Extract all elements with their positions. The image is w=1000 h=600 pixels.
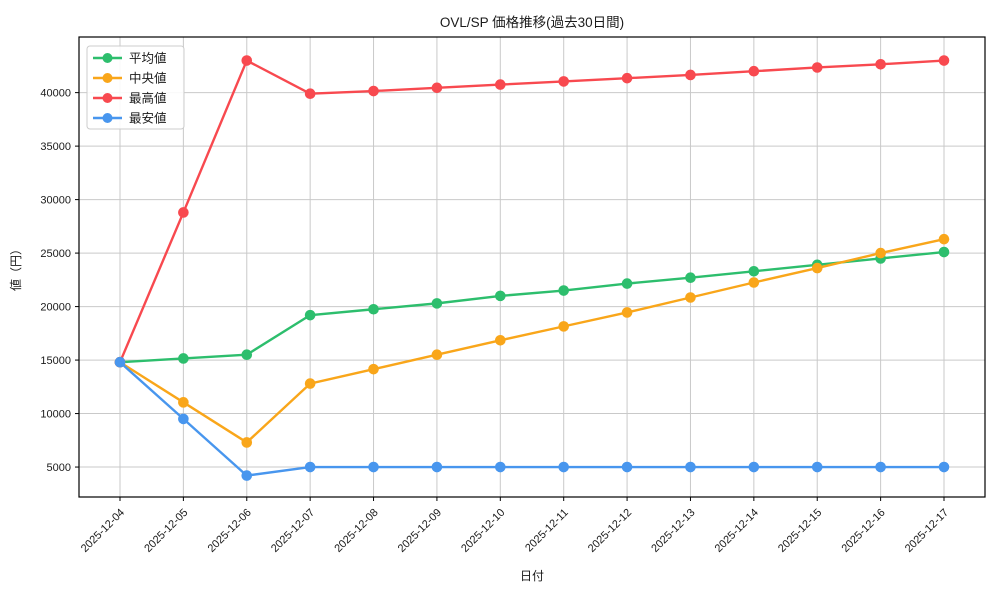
data-point-highest	[621, 72, 633, 84]
series-line-highest	[118, 59, 945, 363]
legend-label-median: 中央値	[129, 71, 167, 86]
data-point-highest	[304, 88, 316, 99]
data-point-highest	[558, 76, 569, 87]
data-point-lowest	[114, 356, 126, 368]
x-tick-label: 2025-12-15	[776, 507, 824, 555]
series-line-median	[119, 238, 945, 444]
data-point-lowest	[495, 461, 506, 473]
data-point-average	[178, 353, 189, 364]
legend-marker-average	[102, 53, 113, 63]
data-point-lowest	[178, 413, 189, 425]
x-tick-label: 2025-12-13	[649, 507, 697, 555]
y-tick-label: 15000	[40, 355, 71, 367]
data-point-lowest	[241, 470, 253, 481]
data-point-average	[938, 246, 950, 258]
legend-box	[86, 45, 185, 130]
y-tick-label: 30000	[40, 195, 71, 207]
data-point-highest	[748, 65, 760, 77]
x-tick-label: 2025-12-08	[332, 507, 380, 555]
data-point-highest	[811, 62, 823, 73]
data-point-average	[748, 265, 760, 277]
data-point-highest	[495, 79, 506, 90]
data-point-median	[938, 233, 950, 245]
data-point-median	[811, 262, 823, 274]
data-point-median	[685, 292, 696, 303]
data-point-highest	[241, 55, 253, 66]
x-tick-label: 2025-12-04	[79, 507, 127, 555]
data-point-average	[558, 285, 569, 296]
legend-marker-highest	[102, 93, 113, 103]
y-tick-label: 25000	[40, 248, 71, 260]
data-point-average	[685, 272, 696, 283]
x-tick-label: 2025-12-17	[903, 507, 951, 555]
data-point-highest	[938, 55, 950, 66]
x-tick-label: 2025-12-07	[269, 507, 317, 555]
x-tick-label: 2025-12-12	[586, 507, 634, 555]
legend-label-highest: 最高値	[129, 91, 167, 106]
data-point-lowest	[304, 461, 316, 473]
data-point-median	[178, 397, 189, 408]
data-point-lowest	[811, 461, 823, 473]
series-line-lowest	[119, 361, 944, 477]
x-tick-label: 2025-12-11	[523, 507, 571, 555]
plot-area: 5000 10000 15000 20000 25000 30000 35000 40000 2…	[40, 36, 986, 555]
data-point-median	[368, 363, 379, 375]
x-tick-label: 2025-12-09	[396, 507, 444, 555]
data-point-average	[241, 349, 253, 361]
data-point-highest	[368, 85, 379, 97]
series-line-average	[119, 250, 945, 364]
data-point-median	[875, 247, 886, 259]
y-tick-label: 5000	[47, 462, 71, 474]
data-point-lowest	[558, 461, 569, 473]
data-point-average	[431, 298, 443, 309]
x-tick-label: 2025-12-14	[713, 507, 761, 555]
x-tick-label: 2025-12-10	[459, 507, 507, 555]
data-point-highest	[875, 58, 886, 70]
x-axis-label: 日付	[520, 569, 544, 583]
x-tick-label: 2025-12-16	[839, 507, 887, 555]
chart-title: OVL/SP 価格推移(過去30日間)	[440, 15, 624, 30]
data-point-median	[304, 378, 316, 389]
data-point-lowest	[431, 461, 443, 473]
x-tick-label: 2025-12-06	[206, 507, 254, 555]
y-tick-label: 35000	[40, 141, 71, 153]
y-tick-label: 10000	[40, 409, 71, 421]
data-point-lowest	[938, 461, 950, 473]
data-point-lowest	[368, 461, 379, 473]
legend-label-lowest: 最安値	[129, 111, 167, 126]
y-tick-label: 20000	[40, 302, 71, 314]
y-tick-label: 40000	[40, 88, 71, 100]
data-point-median	[431, 349, 443, 361]
legend-marker-lowest	[102, 113, 113, 123]
y-axis-label: 値（円）	[8, 243, 23, 291]
data-point-median	[241, 437, 253, 448]
plot-border	[78, 36, 986, 498]
data-point-lowest	[621, 461, 633, 473]
data-point-average	[368, 303, 379, 315]
data-point-lowest	[685, 461, 696, 473]
legend-marker-median	[102, 73, 113, 83]
data-point-median	[748, 277, 760, 288]
data-point-average	[495, 290, 506, 302]
data-point-lowest	[875, 461, 886, 473]
data-point-median	[621, 307, 633, 318]
data-point-median	[558, 321, 569, 332]
x-tick-label: 2025-12-05	[142, 507, 190, 555]
data-point-median	[495, 334, 506, 346]
legend-label-average: 平均値	[129, 51, 167, 66]
data-point-lowest	[748, 461, 760, 473]
data-point-highest	[685, 69, 696, 81]
data-point-highest	[178, 207, 189, 218]
data-point-highest	[431, 82, 443, 94]
data-point-average	[621, 278, 633, 289]
data-point-average	[304, 309, 316, 321]
